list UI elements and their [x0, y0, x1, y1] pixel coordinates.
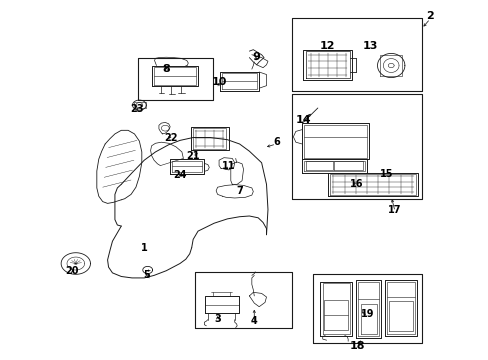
Text: 12: 12 [319, 41, 335, 51]
Text: 20: 20 [65, 266, 79, 276]
Text: 17: 17 [387, 204, 401, 215]
Text: 24: 24 [173, 170, 186, 180]
Text: 10: 10 [211, 77, 226, 87]
Text: 18: 18 [348, 341, 364, 351]
Text: 2: 2 [426, 11, 433, 21]
Text: 4: 4 [250, 316, 257, 326]
Text: 6: 6 [272, 137, 279, 147]
Text: 14: 14 [295, 114, 310, 125]
Text: 5: 5 [143, 270, 150, 280]
Text: 22: 22 [164, 132, 178, 143]
Text: 15: 15 [379, 168, 392, 179]
Text: 11: 11 [222, 161, 235, 171]
Text: 21: 21 [186, 150, 200, 161]
Text: 19: 19 [360, 309, 374, 319]
Text: 3: 3 [214, 314, 221, 324]
Text: 9: 9 [252, 52, 260, 62]
Text: 13: 13 [362, 41, 378, 51]
Text: 1: 1 [141, 243, 147, 253]
Text: 8: 8 [162, 64, 170, 74]
Text: 7: 7 [236, 186, 243, 196]
Text: 23: 23 [130, 104, 143, 114]
Text: 16: 16 [349, 179, 363, 189]
